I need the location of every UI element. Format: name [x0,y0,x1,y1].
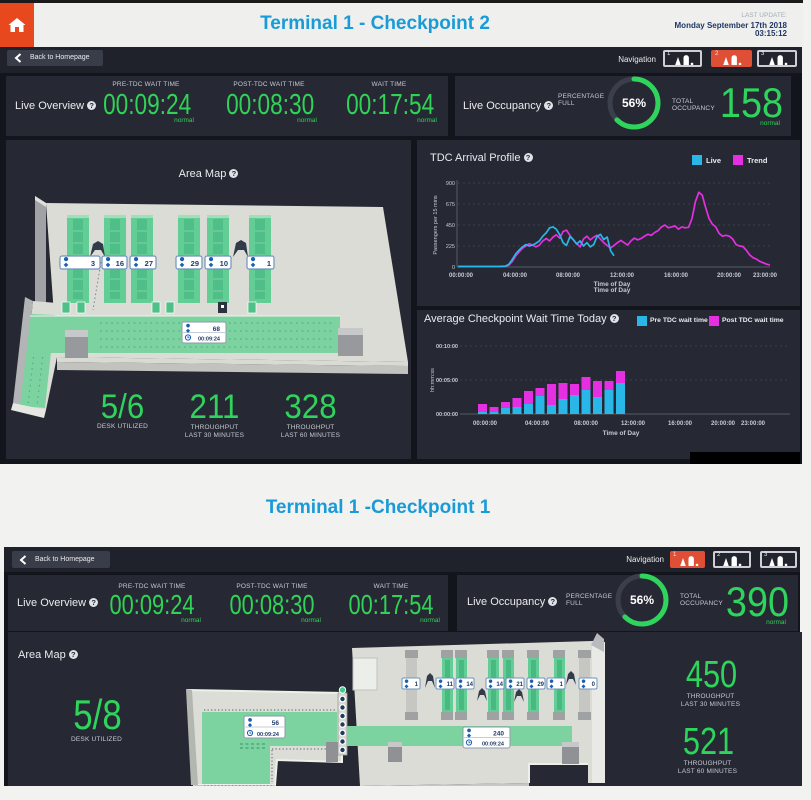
svg-text:20:00:00: 20:00:00 [717,273,742,279]
svg-text:240: 240 [493,731,504,738]
svg-text:00:09:24: 00:09:24 [482,742,505,748]
svg-text:27: 27 [145,259,153,268]
svg-text:20:00:00: 20:00:00 [711,421,736,427]
svg-text:1: 1 [267,259,271,268]
svg-text:23:00:00: 23:00:00 [741,421,766,427]
svg-text:Time of Day: Time of Day [594,287,631,294]
svg-text:16:00:00: 16:00:00 [664,273,689,279]
svg-text:0: 0 [452,265,455,271]
svg-text:56%: 56% [630,593,654,607]
svg-text:00:00:00: 00:00:00 [449,273,474,279]
svg-text:23:00:00: 23:00:00 [753,273,778,279]
svg-text:0: 0 [592,682,596,688]
svg-text:00:00:00: 00:00:00 [436,412,458,418]
svg-text:14: 14 [496,682,503,688]
svg-text:12:00:00: 12:00:00 [610,273,635,279]
svg-text:450: 450 [446,223,455,229]
svg-text:68: 68 [213,326,221,333]
svg-text:hh:mm:ss: hh:mm:ss [430,368,436,392]
svg-text:00:00:00: 00:00:00 [473,421,498,427]
svg-text:Time of Day: Time of Day [603,430,640,437]
svg-text:29: 29 [537,682,544,688]
svg-text:3: 3 [91,259,95,268]
svg-text:16: 16 [116,259,124,268]
svg-text:1: 1 [560,682,564,688]
svg-text:00:09:24: 00:09:24 [257,732,280,738]
svg-text:675: 675 [446,202,455,208]
svg-text:56: 56 [272,720,280,727]
svg-text:56%: 56% [622,96,646,110]
svg-text:10: 10 [220,259,228,268]
svg-text:12:00:00: 12:00:00 [621,421,646,427]
svg-text:00:10:00: 00:10:00 [436,344,458,350]
svg-text:00:09:24: 00:09:24 [198,337,221,343]
svg-text:1: 1 [415,682,419,688]
svg-text:21: 21 [516,682,523,688]
svg-text:16:00:00: 16:00:00 [668,421,693,427]
svg-text:04:00:00: 04:00:00 [503,273,528,279]
svg-text:11: 11 [447,682,454,688]
svg-text:Time of Day: Time of Day [594,281,631,288]
svg-text:08:00:00: 08:00:00 [574,421,599,427]
svg-text:08:00:00: 08:00:00 [556,273,581,279]
svg-text:29: 29 [191,259,199,268]
svg-text:900: 900 [446,181,455,187]
svg-text:Passengers per 15 mins: Passengers per 15 mins [433,195,439,255]
svg-text:14: 14 [466,682,473,688]
svg-text:00:05:00: 00:05:00 [436,378,458,384]
svg-text:04:00:00: 04:00:00 [525,421,550,427]
svg-text:225: 225 [446,244,455,250]
